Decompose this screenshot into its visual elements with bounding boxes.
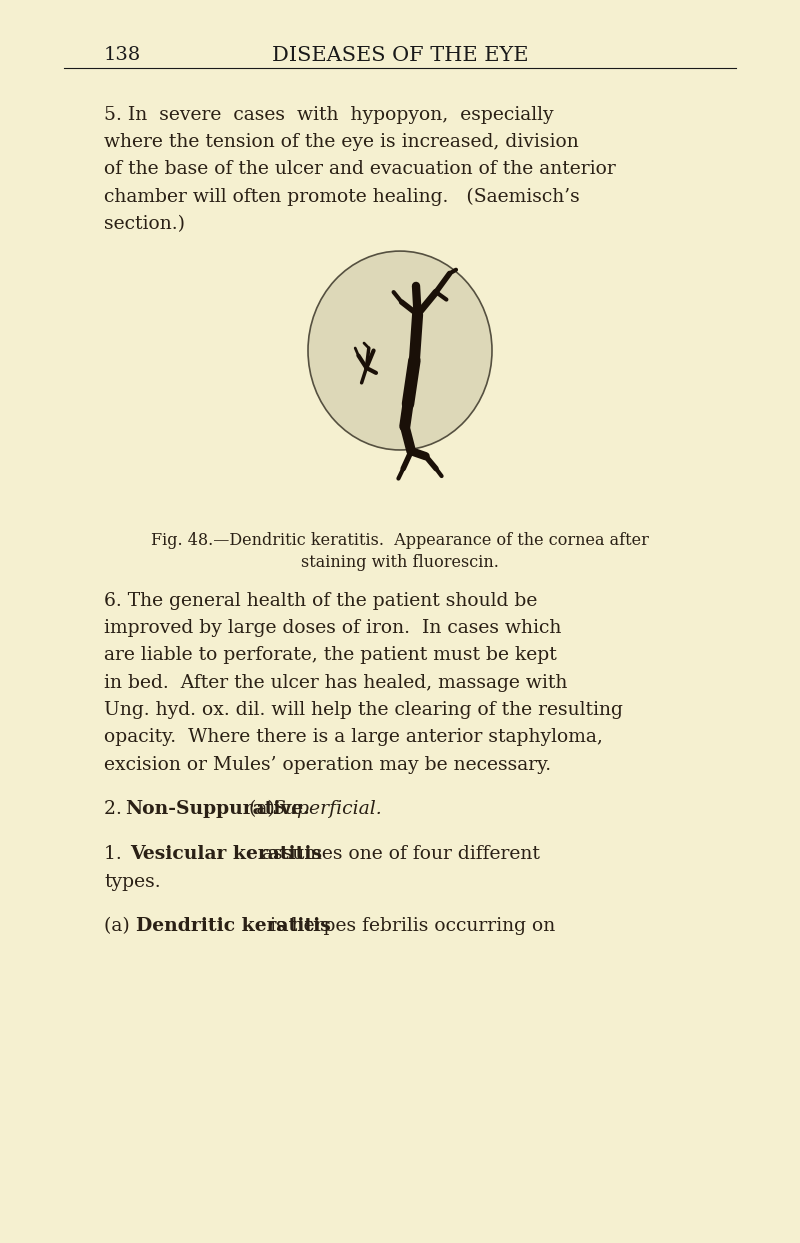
- Text: is herpes febrilis occurring on: is herpes febrilis occurring on: [258, 917, 555, 935]
- Text: types.: types.: [104, 873, 161, 890]
- Text: Ung. hyd. ox. dil. will help the clearing of the resulting: Ung. hyd. ox. dil. will help the clearin…: [104, 701, 623, 718]
- Text: are liable to perforate, the patient must be kept: are liable to perforate, the patient mus…: [104, 646, 557, 664]
- Ellipse shape: [308, 251, 492, 450]
- Text: (a): (a): [237, 800, 281, 818]
- Text: 1.: 1.: [104, 845, 134, 863]
- Text: opacity.  Where there is a large anterior staphyloma,: opacity. Where there is a large anterior…: [104, 728, 603, 746]
- Text: improved by large doses of iron.  In cases which: improved by large doses of iron. In case…: [104, 619, 562, 636]
- Text: Dendritic keratitis: Dendritic keratitis: [136, 917, 330, 935]
- Text: 6. The general health of the patient should be: 6. The general health of the patient sho…: [104, 592, 538, 609]
- Text: assumes one of four different: assumes one of four different: [250, 845, 540, 863]
- Text: Superficial.: Superficial.: [272, 800, 382, 818]
- Text: 138: 138: [104, 46, 142, 63]
- Text: 2.: 2.: [104, 800, 128, 818]
- Text: staining with fluorescin.: staining with fluorescin.: [301, 554, 499, 572]
- Text: Non-Suppurative.: Non-Suppurative.: [125, 800, 310, 818]
- Text: in bed.  After the ulcer has healed, massage with: in bed. After the ulcer has healed, mass…: [104, 674, 567, 691]
- Text: 5. In  severe  cases  with  hypopyon,  especially: 5. In severe cases with hypopyon, especi…: [104, 106, 554, 123]
- Text: where the tension of the eye is increased, division: where the tension of the eye is increase…: [104, 133, 578, 150]
- Text: excision or Mules’ operation may be necessary.: excision or Mules’ operation may be nece…: [104, 756, 551, 773]
- Text: Vesicular keratitis: Vesicular keratitis: [130, 845, 322, 863]
- Text: (a): (a): [104, 917, 142, 935]
- Text: chamber will often promote healing.   (Saemisch’s: chamber will often promote healing. (Sae…: [104, 188, 580, 206]
- Text: DISEASES OF THE EYE: DISEASES OF THE EYE: [272, 46, 528, 65]
- Text: of the base of the ulcer and evacuation of the anterior: of the base of the ulcer and evacuation …: [104, 160, 616, 178]
- Text: Fig. 48.—Dendritic keratitis.  Appearance of the cornea after: Fig. 48.—Dendritic keratitis. Appearance…: [151, 532, 649, 549]
- Text: section.): section.): [104, 215, 185, 232]
